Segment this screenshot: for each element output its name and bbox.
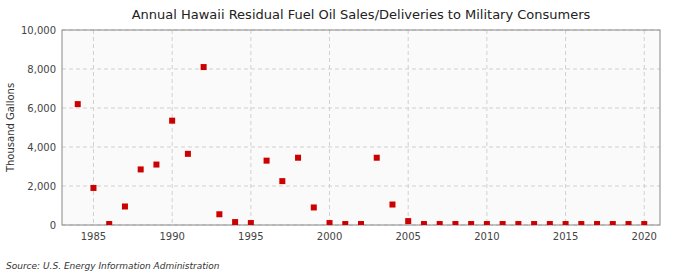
- point: [90, 185, 96, 191]
- x-tick-label: 2015: [553, 231, 578, 242]
- x-tick-label: 1995: [238, 231, 263, 242]
- x-grid-line: [486, 30, 487, 225]
- y-grid-line: [62, 69, 660, 70]
- point: [500, 221, 506, 225]
- x-grid-line: [408, 30, 409, 225]
- x-grid-line: [644, 30, 645, 225]
- point: [311, 204, 317, 210]
- y-tick-label: 6,000: [27, 103, 56, 114]
- y-tick-label: 8,000: [27, 64, 56, 75]
- point: [468, 221, 474, 225]
- point: [342, 221, 348, 225]
- point: [547, 221, 553, 225]
- point: [216, 211, 222, 217]
- x-tick-label: 1985: [81, 231, 106, 242]
- point: [610, 221, 616, 225]
- y-axis-label: Thousand Gallons: [5, 83, 16, 173]
- point: [264, 158, 270, 164]
- x-grid-line: [172, 30, 173, 225]
- point: [248, 220, 254, 225]
- point: [327, 220, 333, 225]
- point: [405, 218, 411, 224]
- y-grid-line: [62, 186, 660, 187]
- point: [641, 221, 647, 225]
- x-grid-line: [93, 30, 94, 225]
- point: [201, 64, 207, 70]
- point: [515, 221, 521, 225]
- x-grid-line: [329, 30, 330, 225]
- y-grid-line: [62, 108, 660, 109]
- x-tick-label: 2020: [632, 231, 657, 242]
- point: [626, 221, 632, 225]
- point: [279, 178, 285, 184]
- point: [421, 221, 427, 225]
- source-note: Source: U.S. Energy Information Administ…: [6, 261, 220, 271]
- point: [138, 166, 144, 172]
- y-tick-label: 0: [50, 220, 56, 231]
- point: [374, 155, 380, 161]
- point: [185, 151, 191, 157]
- point: [122, 203, 128, 209]
- plot-area: [62, 30, 660, 225]
- point: [437, 221, 443, 225]
- x-tick-label: 2010: [474, 231, 499, 242]
- y-tick-label: 4,000: [27, 142, 56, 153]
- points: [75, 64, 648, 225]
- point: [153, 162, 159, 168]
- point: [106, 221, 112, 225]
- point: [594, 221, 600, 225]
- point: [452, 221, 458, 225]
- point: [563, 221, 569, 225]
- point: [295, 155, 301, 161]
- x-tick-label: 1990: [159, 231, 184, 242]
- x-tick-label: 2005: [395, 231, 420, 242]
- point: [232, 219, 238, 225]
- point: [169, 118, 175, 124]
- point: [578, 221, 584, 225]
- chart: 0 2,000 4,000 6,000 8,000 10,000 1985 1990 1995 2…: [0, 0, 675, 275]
- point: [389, 202, 395, 208]
- x-tick-label: 2000: [317, 231, 342, 242]
- x-grid-line: [250, 30, 251, 225]
- title: Annual Hawaii Residual Fuel Oil Sales/De…: [132, 7, 591, 22]
- plot-frame: [62, 30, 660, 225]
- x-grid-line: [565, 30, 566, 225]
- point: [358, 221, 364, 225]
- y-tick-label: 10,000: [21, 25, 56, 36]
- y-grid-line: [62, 147, 660, 148]
- point: [531, 221, 537, 225]
- point: [75, 101, 81, 107]
- point: [484, 221, 490, 225]
- y-tick-label: 2,000: [27, 181, 56, 192]
